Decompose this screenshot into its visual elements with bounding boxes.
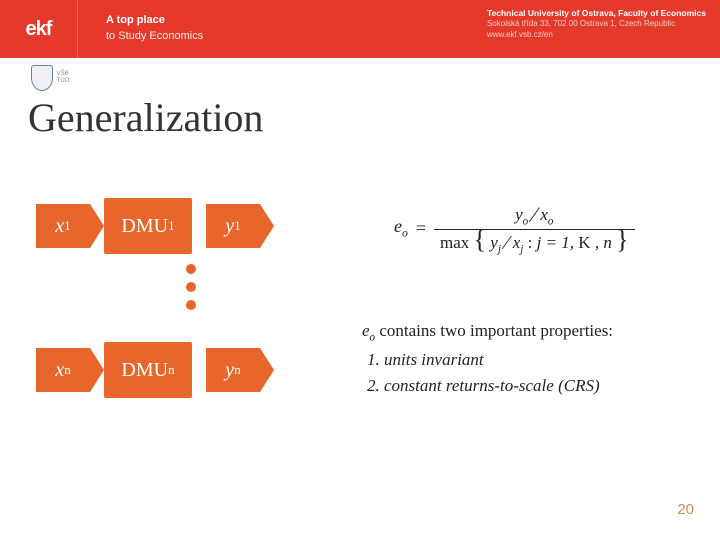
num-y: y bbox=[515, 205, 523, 224]
properties-list: units invariant constant returns-to-scal… bbox=[384, 347, 613, 400]
output-wrap: y1 bbox=[192, 204, 260, 248]
properties-block: eo contains two important properties: un… bbox=[362, 318, 613, 399]
num-x-sub: o bbox=[548, 215, 554, 227]
equals: = bbox=[416, 218, 426, 239]
dmu-label: DMU bbox=[121, 359, 168, 382]
intro-rest: contains two important properties: bbox=[375, 321, 613, 340]
dot-icon bbox=[186, 264, 196, 274]
page-title: Generalization bbox=[28, 94, 263, 141]
dot-icon bbox=[186, 282, 196, 292]
fraction: yo ⁄ xo max { yj ⁄ xj : j = 1, K , n } bbox=[434, 200, 635, 256]
den-cond-n: , n bbox=[595, 233, 612, 252]
output-box: y1 bbox=[206, 204, 260, 248]
vertical-dots-icon bbox=[186, 264, 196, 310]
logo: ekf bbox=[0, 0, 78, 58]
header-bar: ekf A top place to Study Economics Techn… bbox=[0, 0, 720, 58]
efficiency-formula: eo = yo ⁄ xo max { yj ⁄ xj : j = 1, K , … bbox=[394, 200, 635, 256]
input-sub: n bbox=[64, 362, 71, 378]
properties-intro: eo contains two important properties: bbox=[362, 318, 613, 347]
slide: ekf A top place to Study Economics Techn… bbox=[0, 0, 720, 540]
brace-open-icon: { bbox=[474, 225, 486, 254]
max-label: max bbox=[440, 233, 469, 252]
dot-icon bbox=[186, 300, 196, 310]
output-var: y bbox=[225, 359, 234, 382]
den-cond-K: K bbox=[578, 233, 590, 252]
input-box: xn bbox=[36, 348, 90, 392]
dmu-sub: 1 bbox=[168, 218, 175, 234]
slash-icon: ⁄ bbox=[505, 232, 508, 254]
formula-lhs: eo bbox=[394, 216, 408, 240]
den-x-sub: j bbox=[520, 243, 523, 255]
den-y-sub: j bbox=[498, 243, 501, 255]
output-var: y bbox=[225, 215, 234, 238]
university-name: Technical University of Ostrava, Faculty… bbox=[487, 8, 706, 19]
dmu-row: xn DMUn yn bbox=[36, 342, 296, 398]
dmu-diagram: x1 DMU1 y1 xn DMUn bbox=[36, 198, 296, 398]
university-block: Technical University of Ostrava, Faculty… bbox=[487, 8, 706, 41]
output-wrap: yn bbox=[192, 348, 260, 392]
brace-close-icon: } bbox=[616, 225, 628, 254]
input-var: x bbox=[55, 359, 64, 382]
property-item: units invariant bbox=[384, 347, 613, 373]
den-y: y bbox=[490, 233, 498, 252]
output-box: yn bbox=[206, 348, 260, 392]
input-box: x1 bbox=[36, 204, 90, 248]
colon: : bbox=[528, 233, 537, 252]
tagline-line2: to Study Economics bbox=[106, 29, 203, 45]
input-sub: 1 bbox=[64, 218, 71, 234]
dmu-label: DMU bbox=[121, 215, 168, 238]
dmu-sub: n bbox=[168, 362, 175, 378]
slash-icon: ⁄ bbox=[532, 202, 536, 227]
output-sub: 1 bbox=[234, 218, 241, 234]
crest-icon bbox=[31, 65, 53, 91]
den-cond-j: j = 1, bbox=[537, 233, 574, 252]
university-url: www.ekf.vsb.cz/en bbox=[487, 30, 706, 41]
tagline-line1: A top place bbox=[106, 13, 203, 29]
university-address: Sokolská třída 33, 702 00 Ostrava 1, Cze… bbox=[487, 19, 706, 30]
tagline: A top place to Study Economics bbox=[78, 13, 203, 45]
formula-e-sub: o bbox=[402, 227, 408, 240]
dmu-box: DMUn bbox=[104, 342, 192, 398]
page-number: 20 bbox=[677, 501, 694, 518]
num-x: x bbox=[540, 205, 548, 224]
dmu-row: x1 DMU1 y1 bbox=[36, 198, 296, 254]
property-item: constant returns-to-scale (CRS) bbox=[384, 373, 613, 399]
num-y-sub: o bbox=[523, 215, 529, 227]
dmu-box: DMU1 bbox=[104, 198, 192, 254]
crest-label: VŠBTUO bbox=[57, 71, 70, 84]
numerator: yo ⁄ xo bbox=[509, 200, 559, 229]
formula-e: e bbox=[394, 216, 402, 236]
intro-e: e bbox=[362, 321, 370, 340]
logo-text: ekf bbox=[26, 18, 52, 41]
input-var: x bbox=[55, 215, 64, 238]
output-sub: n bbox=[234, 362, 241, 378]
crest-strip: VŠBTUO bbox=[0, 58, 100, 98]
denominator: max { yj ⁄ xj : j = 1, K , n } bbox=[434, 230, 635, 257]
